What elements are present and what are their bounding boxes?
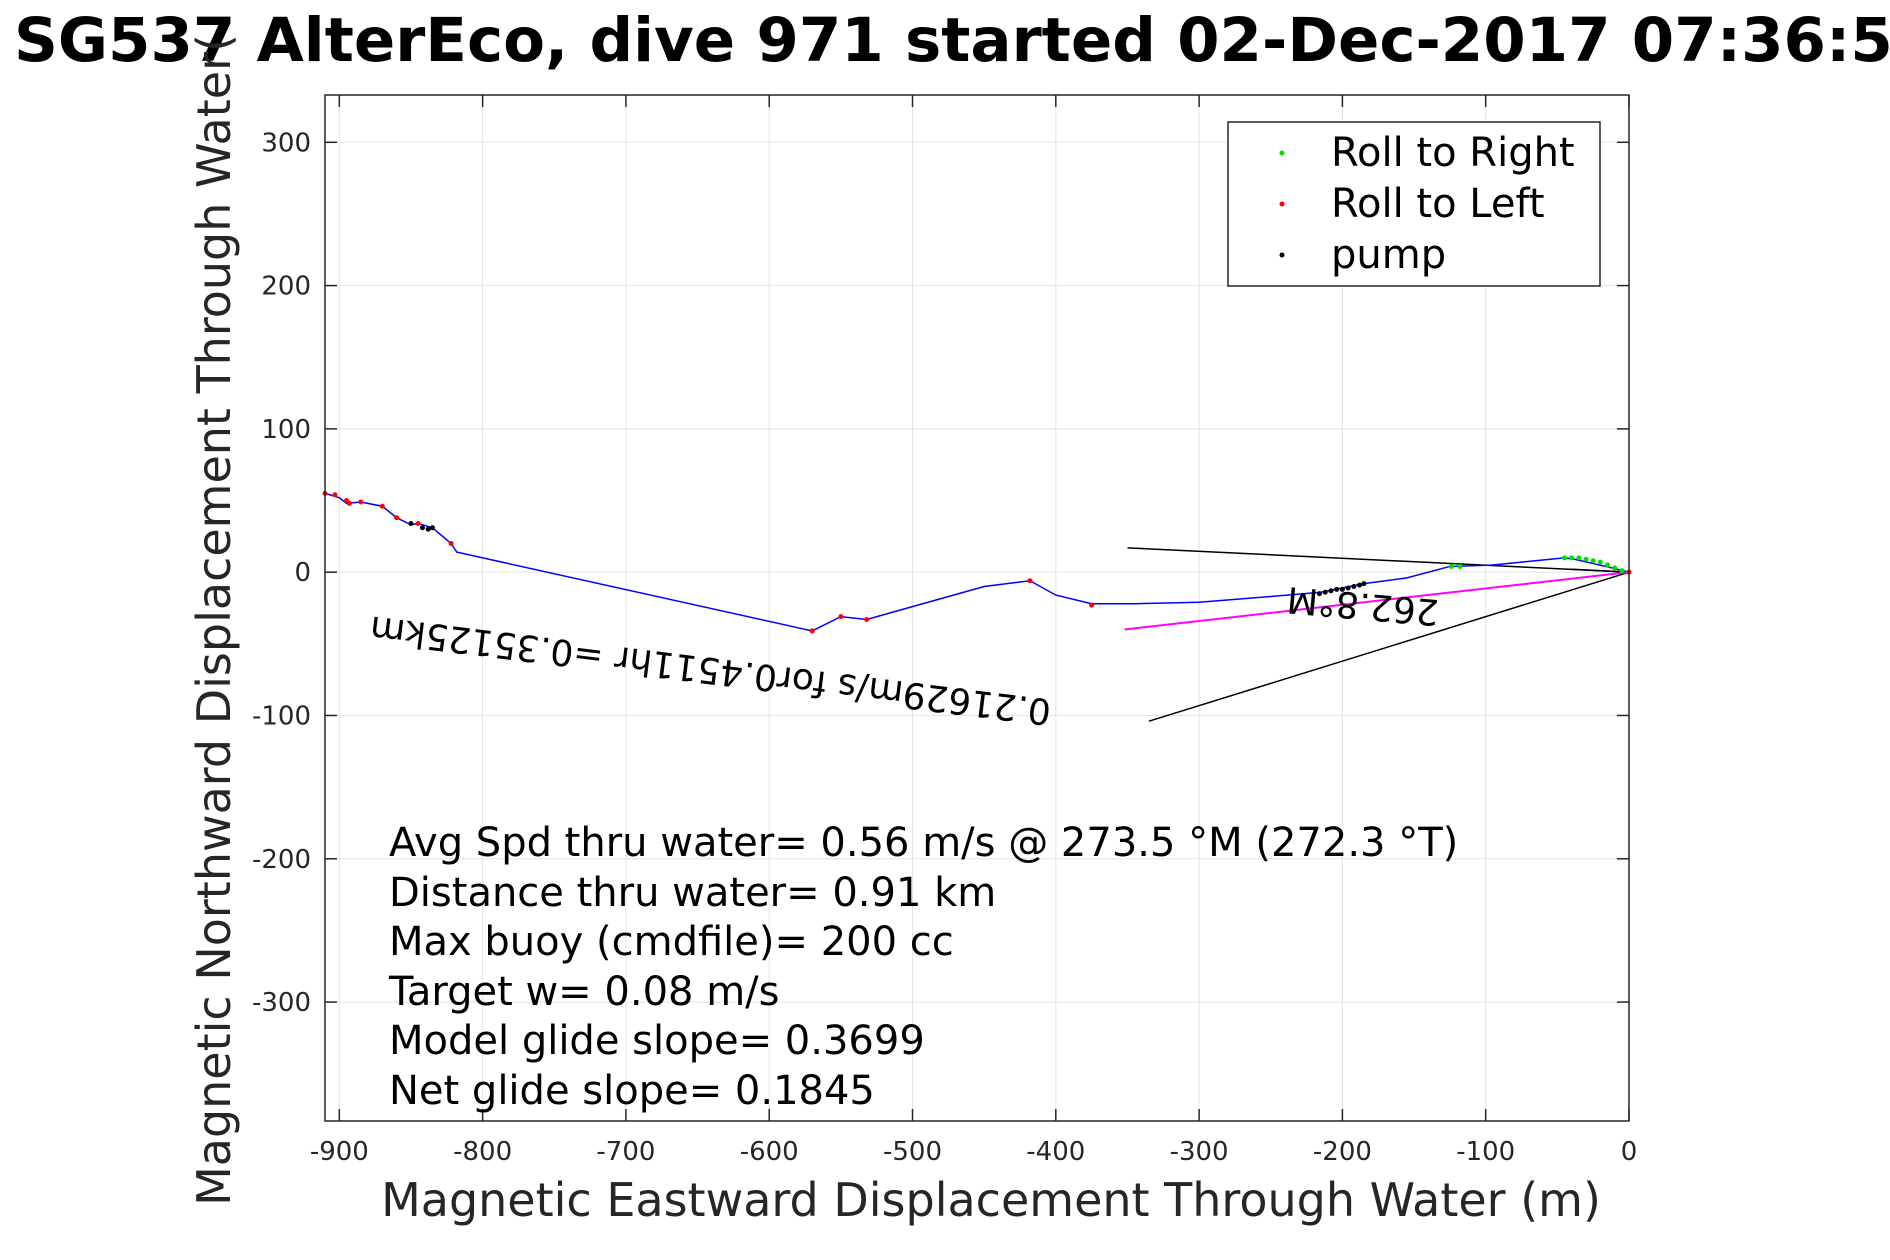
stat-avg-speed: Avg Spd thru water= 0.56 m/s @ 273.5 °M …	[389, 820, 1458, 866]
x-tick-label: -400	[1026, 1137, 1085, 1167]
roll-right-point	[1457, 563, 1463, 569]
stat-target-w: Target w= 0.08 m/s	[388, 969, 779, 1015]
roll-left-point	[838, 614, 844, 620]
legend-marker-roll-left	[1279, 201, 1285, 207]
roll-left-point	[1027, 578, 1033, 584]
roll-right-point	[1569, 555, 1575, 561]
x-tick-label: -800	[453, 1137, 512, 1167]
x-tick-labels: -900 -800 -700 -600 -500 -400 -300 -200 -100 0	[310, 1137, 1637, 1167]
legend-label-roll-right: Roll to Right	[1331, 130, 1575, 176]
stat-distance: Distance thru water= 0.91 km	[389, 870, 996, 916]
dive-stats: Avg Spd thru water= 0.56 m/s @ 273.5 °M …	[388, 820, 1458, 1114]
pump-point	[1334, 586, 1340, 592]
stat-model-glide-slope: Model glide slope= 0.3699	[389, 1018, 925, 1064]
legend-label-pump: pump	[1331, 232, 1446, 278]
heading-lines	[1127, 547, 1630, 722]
legend-marker-roll-right	[1279, 150, 1285, 156]
x-axis-label: Magnetic Eastward Displacement Through W…	[381, 1173, 1601, 1227]
x-tick-label: -100	[1456, 1137, 1515, 1167]
roll-left-point	[332, 492, 338, 498]
pump-point	[1345, 585, 1351, 591]
roll-right-point	[1619, 568, 1625, 574]
x-tick-label: 0	[1621, 1137, 1638, 1167]
roll-right-point	[1597, 559, 1603, 565]
roll-right-point	[1448, 563, 1454, 569]
pump-point	[425, 526, 431, 532]
y-tick-label: 0	[294, 558, 311, 588]
roll-left-point	[809, 628, 815, 634]
x-tick-label: -200	[1313, 1137, 1372, 1167]
roll-left-point	[1089, 602, 1095, 608]
x-tick-label: -500	[883, 1137, 942, 1167]
stat-max-buoy: Max buoy (cmdfile)= 200 cc	[389, 919, 954, 965]
pump-point	[419, 525, 425, 531]
legend-marker-pump	[1279, 252, 1285, 258]
y-tick-label: 100	[261, 415, 311, 445]
roll-right-point	[1590, 558, 1596, 564]
roll-left-point	[415, 520, 421, 526]
y-tick-label: -200	[252, 845, 311, 875]
pump-point	[1361, 581, 1367, 587]
roll-left-point	[394, 515, 400, 521]
track-line	[324, 492, 1630, 632]
roll-pump-points	[322, 490, 1632, 634]
pump-point	[1316, 591, 1322, 597]
legend-box	[1227, 121, 1601, 287]
y-tick-labels: 300 200 100 0 -100 -200 -300	[252, 128, 311, 1018]
pump-point	[1357, 582, 1363, 588]
plot-frame	[324, 94, 1630, 1122]
heading-line	[1148, 571, 1630, 722]
pump-point	[429, 525, 435, 531]
x-tick-label: -900	[310, 1137, 369, 1167]
pump-point	[408, 520, 414, 526]
x-tick-label: -700	[596, 1137, 655, 1167]
roll-right-point	[1612, 565, 1618, 571]
pump-point	[1351, 584, 1357, 590]
legend: Roll to Right Roll to Left pump	[1227, 121, 1601, 287]
roll-right-point	[1583, 556, 1589, 562]
roll-left-point	[379, 503, 385, 509]
pump-point	[1322, 589, 1328, 595]
heading-line	[1127, 547, 1630, 573]
roll-left-point	[343, 498, 349, 504]
roll-right-point	[1605, 562, 1611, 568]
roll-right-point	[1562, 555, 1568, 561]
roll-left-point	[358, 499, 364, 505]
x-tick-label: -300	[1170, 1137, 1229, 1167]
current-arrow	[1124, 571, 1630, 631]
y-tick-label: 200	[261, 272, 311, 302]
roll-left-point	[448, 541, 454, 547]
y-tick-label: -100	[252, 701, 311, 731]
current-line	[1124, 571, 1630, 631]
dive-track	[324, 492, 1630, 632]
legend-label-roll-left: Roll to Left	[1331, 181, 1545, 227]
y-tick-label: -300	[252, 988, 311, 1018]
pump-point	[1339, 586, 1345, 592]
heading-line	[1571, 568, 1630, 573]
roll-left-point	[864, 616, 870, 622]
x-tick-label: -600	[740, 1137, 799, 1167]
y-axis-label: Magnetic Northward Displacement Through …	[187, 34, 241, 1206]
pump-point	[1328, 588, 1334, 594]
roll-right-point	[1576, 555, 1582, 561]
stat-net-glide-slope: Net glide slope= 0.1845	[389, 1068, 875, 1114]
y-tick-label: 300	[261, 128, 311, 158]
chart-title: SG537 AlterEco, dive 971 started 02-Dec-…	[14, 5, 1890, 76]
